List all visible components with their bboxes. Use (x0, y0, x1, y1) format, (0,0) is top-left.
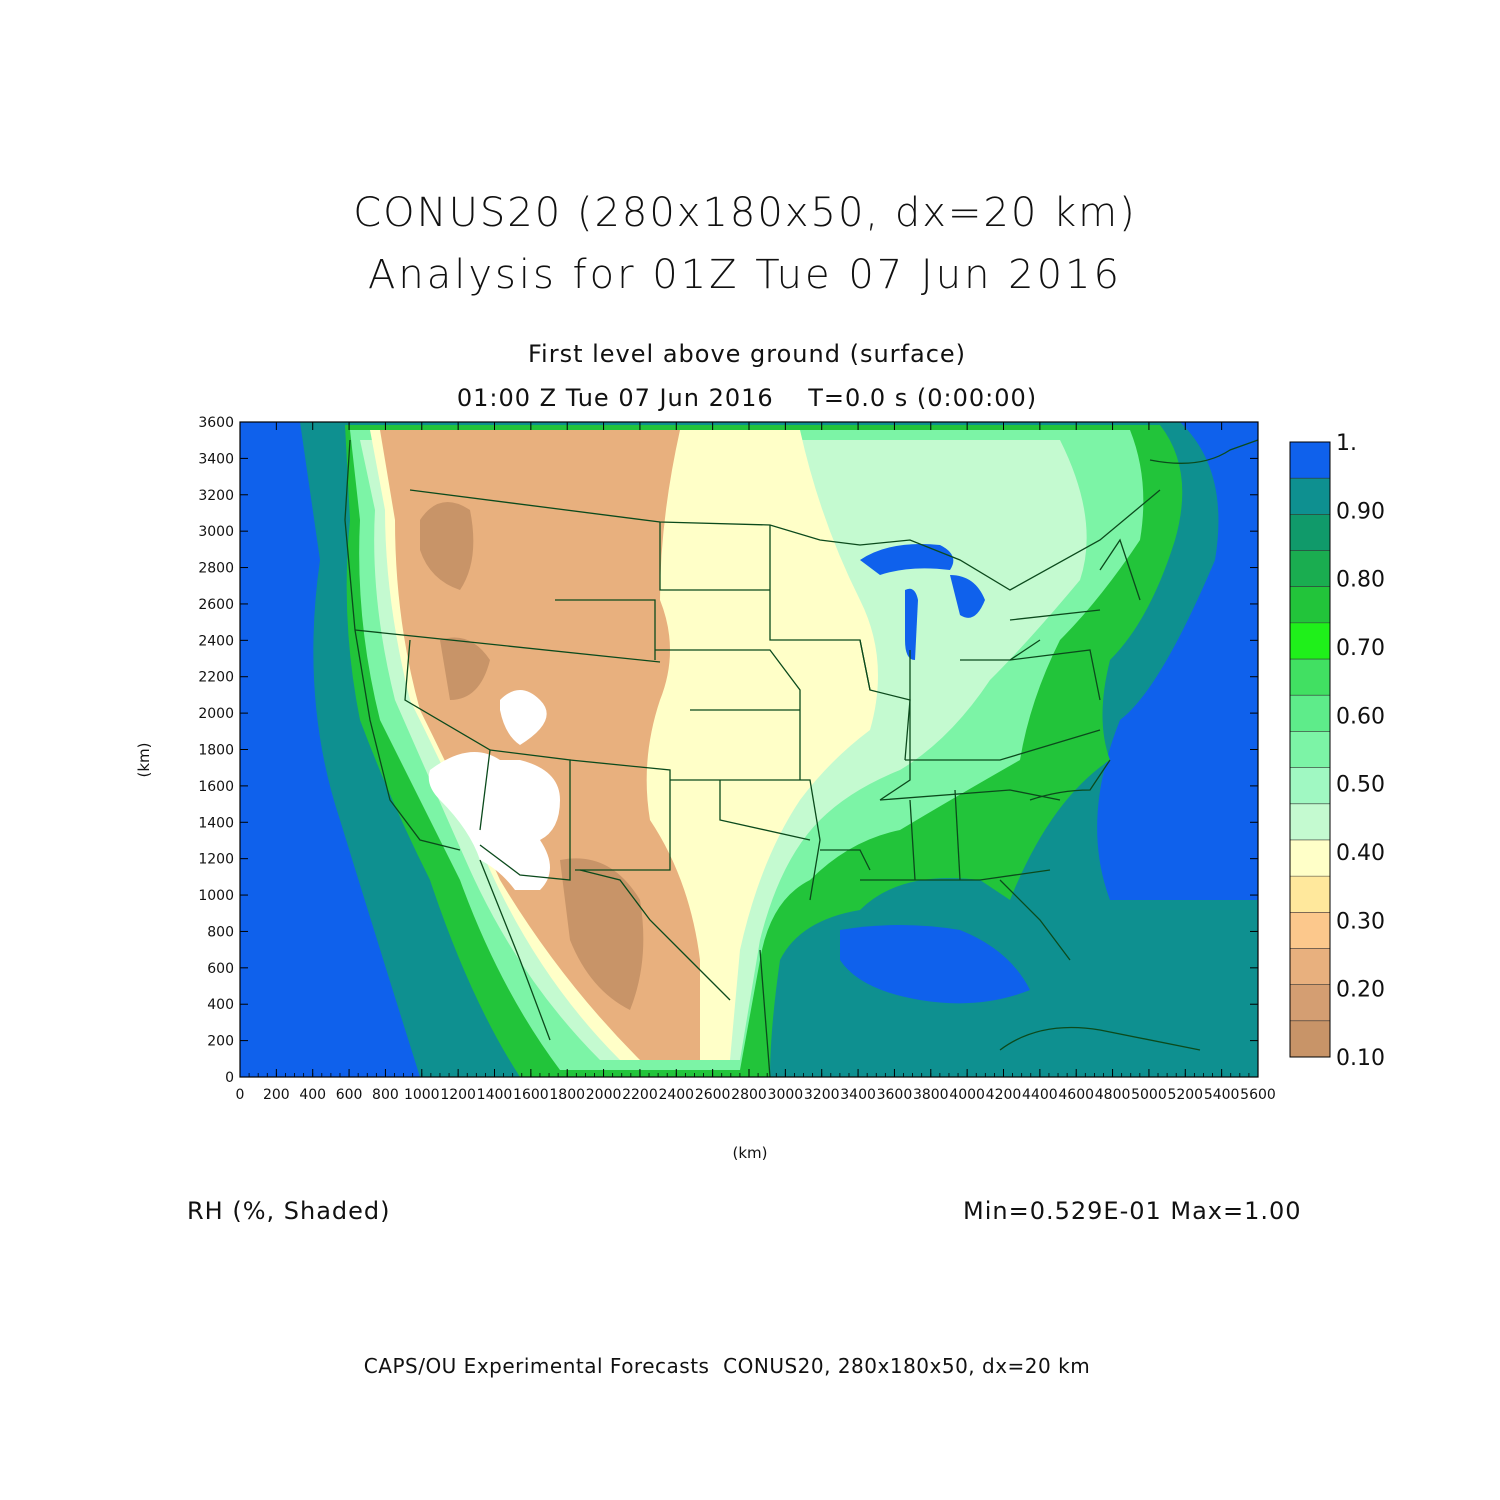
y-tick-label: 2200 (198, 670, 234, 686)
colorbar-swatch (1290, 839, 1330, 877)
y-tick-label: 1400 (198, 815, 234, 831)
x-tick-label: 3200 (804, 1087, 840, 1103)
min-max-label: Min=0.529E-01 Max=1.00 (963, 1197, 1302, 1225)
x-tick-label: 2200 (622, 1087, 658, 1103)
y-tick-label: 400 (207, 997, 234, 1013)
colorbar-frame (1289, 441, 1331, 1058)
x-tick-label: 3600 (877, 1087, 913, 1103)
colorbar-swatch (1290, 876, 1330, 913)
colorbar-swatch (1290, 478, 1330, 515)
valid-time-label: 01:00 Z Tue 07 Jun 2016 T=0.0 s (0:00:00… (456, 384, 1038, 412)
y-tick-label: 3600 (198, 415, 234, 431)
colorbar-swatch (1290, 912, 1330, 949)
x-tick-label: 4200 (986, 1087, 1022, 1103)
colorbar-label: 0.40 (1336, 841, 1385, 866)
colorbar-label: 0.60 (1336, 704, 1385, 729)
y-tick-label: 200 (207, 1034, 234, 1050)
y-tick-label: 2000 (198, 706, 234, 722)
political-boundaries (344, 439, 1259, 1078)
variable-label: RH (%, Shaded) (187, 1197, 391, 1225)
x-tick-label: 5400 (1204, 1087, 1240, 1103)
lake-superior (860, 544, 954, 575)
y-tick-label: 3000 (198, 524, 234, 540)
colorbar-label: 0.90 (1336, 499, 1385, 524)
x-tick-label: 2000 (586, 1087, 622, 1103)
level-label: First level above ground (surface) (527, 340, 967, 368)
y-tick-label: 1000 (198, 888, 234, 904)
colorbar-swatch (1290, 514, 1330, 552)
colorbar-label: 0.20 (1336, 978, 1385, 1003)
x-tick-label: 0 (236, 1087, 245, 1103)
x-tick-label: 1400 (477, 1087, 513, 1103)
y-tick-label: 2600 (198, 597, 234, 613)
x-tick-label: 4800 (1095, 1087, 1131, 1103)
x-tick-label: 4400 (1022, 1087, 1058, 1103)
y-tick-label: 3400 (198, 451, 234, 467)
x-tick-label: 1000 (404, 1087, 440, 1103)
x-tick-label: 200 (263, 1087, 290, 1103)
colorbar-label: 0.10 (1336, 1046, 1385, 1071)
colorbar-swatch (1290, 731, 1330, 769)
y-tick-label: 0 (225, 1070, 234, 1086)
land-brown-dry (420, 502, 644, 1010)
y-tick-label: 2800 (198, 561, 234, 577)
x-tick-label: 2600 (695, 1087, 731, 1103)
x-tick-label: 1600 (513, 1087, 549, 1103)
y-tick-label: 1200 (198, 852, 234, 868)
x-tick-label: 5600 (1240, 1087, 1276, 1103)
colorbar-swatch (1290, 803, 1330, 841)
y-tick-label: 1600 (198, 779, 234, 795)
x-tick-label: 3800 (913, 1087, 949, 1103)
colorbar-label: 1. (1336, 431, 1357, 456)
x-tick-label: 4600 (1058, 1087, 1094, 1103)
chart-subtitle-time: Analysis for 01Z Tue 07 Jun 2016 (368, 252, 1122, 298)
x-tick-label: 1200 (440, 1087, 476, 1103)
colorbar-swatch (1290, 442, 1330, 479)
y-tick-label: 800 (207, 924, 234, 940)
colorbar-swatch (1290, 550, 1330, 588)
x-tick-label: 5200 (1167, 1087, 1203, 1103)
colorbar-swatch (1290, 695, 1330, 732)
y-tick-label: 2400 (198, 633, 234, 649)
x-tick-label: 5000 (1131, 1087, 1167, 1103)
x-tick-label: 2800 (731, 1087, 767, 1103)
land-very-dry-white (428, 690, 560, 890)
colorbar-swatch (1290, 984, 1330, 1022)
x-tick-label: 3000 (768, 1087, 804, 1103)
lake-michigan (905, 588, 918, 660)
y-axis-label: (km) (135, 742, 153, 778)
y-tick-label: 3200 (198, 488, 234, 504)
colorbar-label: 0.50 (1336, 773, 1385, 798)
y-tick-label: 600 (207, 961, 234, 977)
colorbar-swatch (1290, 622, 1330, 660)
colorbar-swatch (1290, 948, 1330, 986)
chart-title: CONUS20 (280x180x50, dx=20 km) (353, 190, 1137, 236)
colorbar-swatch (1290, 767, 1330, 805)
colorbar-label: 0.80 (1336, 568, 1385, 593)
x-tick-label: 600 (336, 1087, 363, 1103)
colorbar-label: 0.70 (1336, 636, 1385, 661)
colorbar-swatch (1290, 1020, 1330, 1058)
x-tick-label: 400 (299, 1087, 326, 1103)
gulf-region (840, 925, 1030, 1004)
x-tick-label: 1800 (549, 1087, 585, 1103)
footer-credit: CAPS/OU Experimental Forecasts CONUS20, … (363, 1354, 1091, 1378)
axis-ticks: 0 200 400 600 800 1000 1200 1400 1600 1800 2000 220… (198, 415, 1275, 1103)
colorbar-swatch (1290, 659, 1330, 696)
lake-huron (950, 575, 985, 618)
x-tick-label: 3400 (840, 1087, 876, 1103)
y-tick-label: 1800 (198, 743, 234, 759)
x-tick-label: 4000 (949, 1087, 985, 1103)
x-tick-label: 800 (372, 1087, 399, 1103)
colorbar: 1. 0.90 0.80 0.70 0.60 0.50 0.40 0.30 0.20 0.10 (1289, 431, 1385, 1071)
x-tick-label: 2400 (658, 1087, 694, 1103)
colorbar-swatch (1290, 586, 1330, 624)
colorbar-label: 0.30 (1336, 909, 1385, 934)
x-axis-label: (km) (732, 1144, 768, 1162)
